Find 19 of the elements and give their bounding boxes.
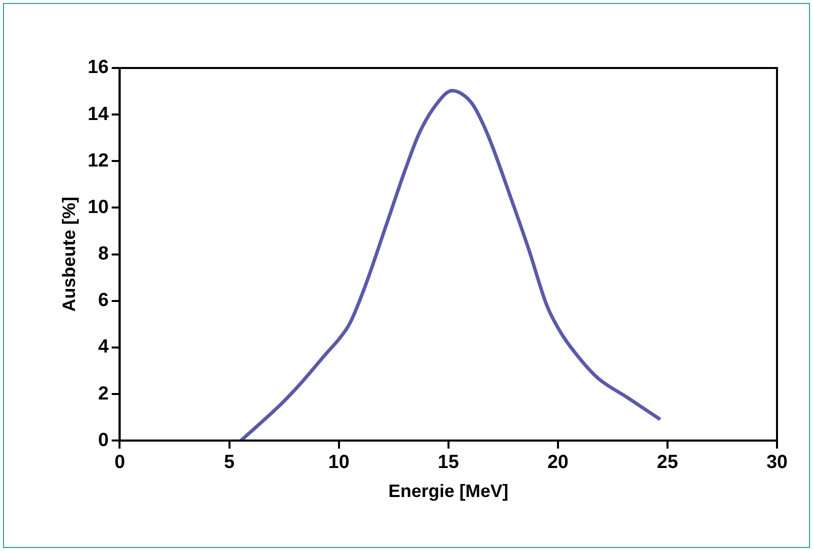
y-tick-label: 0 [98, 430, 109, 451]
x-tick-label: 20 [547, 452, 568, 474]
line-series [239, 88, 662, 441]
x-tick-label: 10 [328, 452, 350, 474]
y-tick-label: 12 [88, 150, 109, 172]
y-tick-label: 2 [98, 383, 109, 404]
x-tick-label: 5 [224, 452, 235, 474]
x-tick-label: 0 [114, 452, 126, 474]
x-tick-label: 25 [656, 452, 678, 474]
x-tick-label: 30 [766, 452, 788, 474]
y-tick-label: 14 [88, 104, 110, 125]
x-axis-title: Energie [MeV] [388, 481, 508, 502]
y-tick-label: 10 [88, 196, 109, 218]
y-tick-label: 6 [98, 290, 109, 312]
y-axis-title: Ausbeute [%] [58, 196, 79, 312]
y-tick-label: 8 [98, 244, 109, 265]
y-tick-label: 16 [88, 57, 109, 78]
x-tick-label: 15 [438, 452, 460, 474]
y-tick-label: 4 [98, 336, 110, 358]
